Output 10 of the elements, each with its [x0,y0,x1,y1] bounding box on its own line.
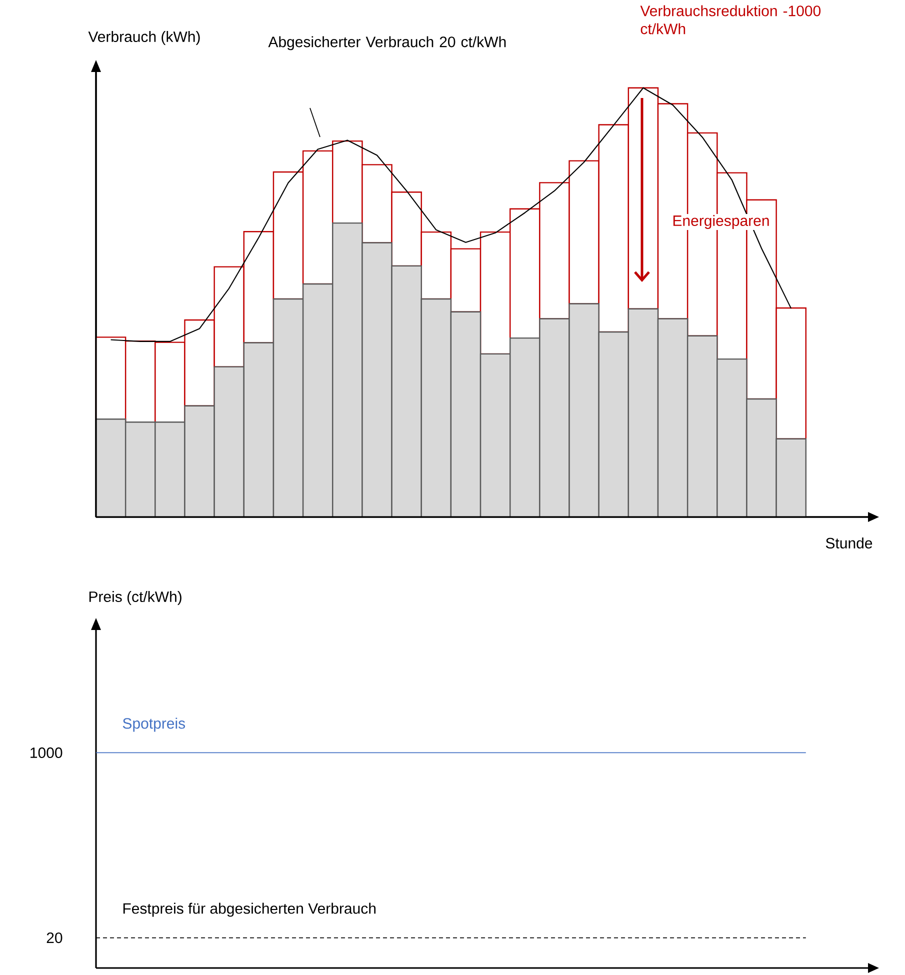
ref-line-label: Spotpreis [122,718,186,732]
text: Abgesicherter Verbrauch 20 ct/kWh [268,36,506,50]
text: Verbrauchsreduktion -1000 ct/kWh [640,5,821,34]
y-tick-label: 1000 [30,747,62,758]
x-axis-title: Stunde [826,537,872,548]
y-axis-title: Preis (ct/kWh) [89,591,182,605]
annotation: Energiesparen [673,215,769,229]
y-axis-title: Verbrauch (kWh) [88,31,200,45]
y-tick-label: 20 [46,932,62,944]
ref-line-label: Festpreis für abgesicherten Verbrauch [123,902,376,917]
